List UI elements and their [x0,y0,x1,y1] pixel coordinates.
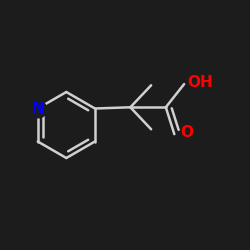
Text: N: N [32,101,44,116]
Text: OH: OH [187,74,213,90]
Text: O: O [180,126,194,140]
